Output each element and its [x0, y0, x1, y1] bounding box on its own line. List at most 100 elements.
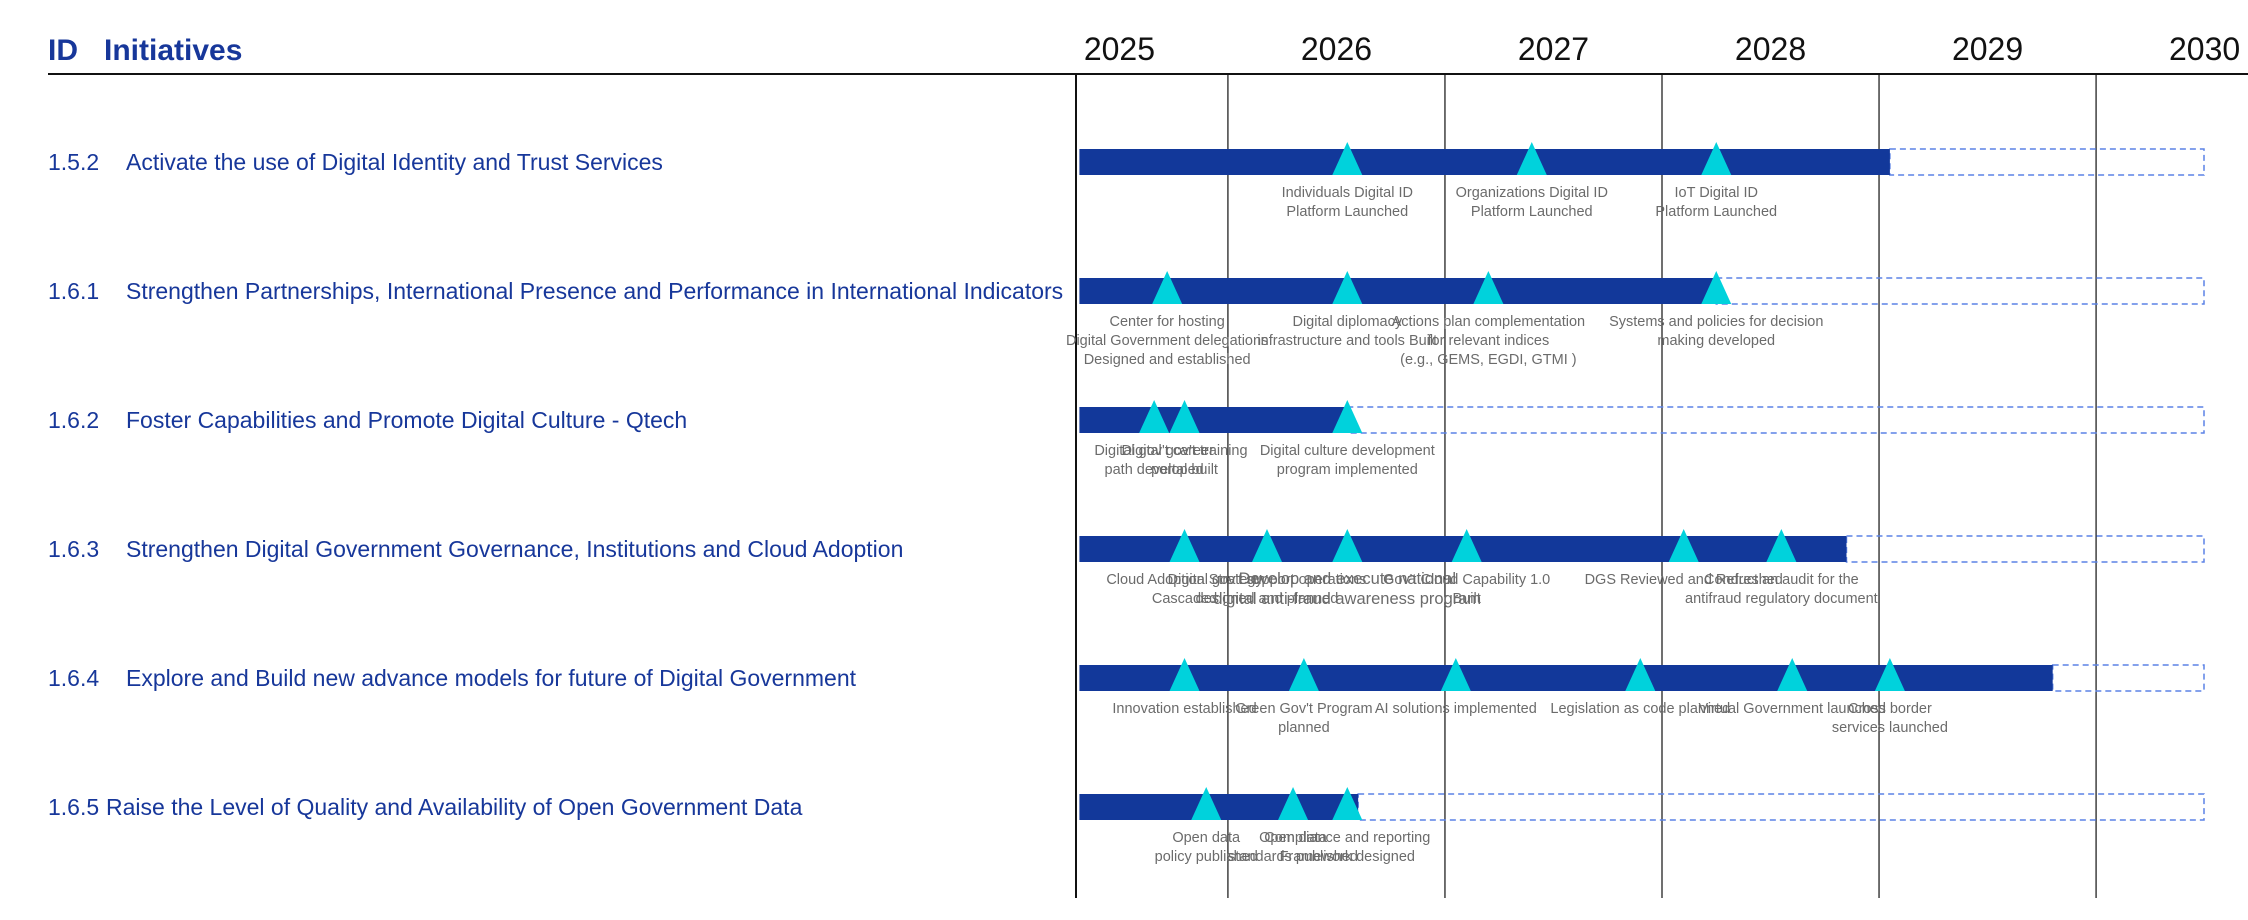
planned-bar [1845, 535, 2205, 563]
year-grid [1227, 74, 2097, 898]
milestone[interactable]: Gov't Cloud Capability 1.0 Built [1383, 529, 1550, 607]
milestone-triangle-icon[interactable] [1516, 142, 1547, 175]
milestone[interactable]: Digital gov't training portal built [1121, 400, 1248, 478]
milestone-label: Individuals Digital ID [1282, 185, 1413, 201]
milestone[interactable]: Open data standards published [1228, 787, 1358, 865]
milestone-label: antifraud regulatory document [1685, 591, 1878, 607]
milestone[interactable]: Innovation established [1112, 658, 1257, 717]
initiative-row: 1.6.4 Explore and Build new advance model… [48, 658, 2205, 736]
milestone-triangle-icon[interactable] [1169, 400, 1200, 433]
milestone-label: Innovation established [1112, 701, 1256, 717]
initiative-title[interactable]: Strengthen Digital Government Governance… [126, 536, 903, 562]
milestone-label: Platform Launched [1655, 204, 1777, 220]
milestone[interactable]: AI solutions implemented [1375, 658, 1537, 717]
initiative-title[interactable]: Explore and Build new advance models for… [126, 665, 857, 691]
milestone-triangle-icon[interactable] [1451, 529, 1482, 562]
milestone-triangle-icon[interactable] [1169, 529, 1200, 562]
milestone-label: Platform Launched [1471, 204, 1593, 220]
planned-bar [1715, 277, 2205, 305]
milestone-label: Green Gov't Program [1235, 701, 1372, 717]
milestone-label: policy published [1155, 849, 1258, 865]
milestone-label: Actions plan complementation [1392, 314, 1585, 330]
initiative-id: 1.6.2 [48, 407, 99, 433]
milestone-triangle-icon[interactable] [1278, 787, 1309, 820]
milestone-label: Cascaded [1152, 591, 1217, 607]
initiative-title[interactable]: Strengthen Partnerships, International P… [126, 278, 1063, 304]
milestone-triangle-icon[interactable] [1332, 271, 1363, 304]
year-labels: 2025 2026 2027 2028 2029 2030 [1084, 31, 2240, 67]
milestone-label: designed and planned [1196, 591, 1339, 607]
milestone[interactable]: Digital gov't career path developed [1094, 400, 1214, 478]
milestone[interactable]: IoT Digital ID Platform Launched [1655, 142, 1777, 220]
milestone[interactable]: Individuals Digital ID Platform Launched [1282, 142, 1413, 220]
milestone-label: Digital Government delegations [1066, 333, 1268, 349]
milestone-triangle-icon[interactable] [1191, 787, 1222, 820]
milestone[interactable]: Open data policy published [1155, 787, 1258, 865]
header-id: ID [48, 34, 78, 67]
milestone-label: Cross border [1848, 701, 1932, 717]
milestone[interactable]: Green Gov't Program planned [1235, 658, 1373, 736]
active-bar[interactable] [1079, 149, 1890, 175]
milestone-triangle-icon[interactable] [1473, 271, 1504, 304]
milestone-label: Designed and established [1084, 352, 1251, 368]
milestone-triangle-icon[interactable] [1152, 271, 1183, 304]
milestone[interactable]: Center for hosting Digital Government del… [1066, 271, 1268, 368]
milestone-triangle-icon[interactable] [1701, 142, 1732, 175]
milestone-label: Platform Launched [1286, 204, 1408, 220]
milestone-triangle-icon[interactable] [1668, 529, 1699, 562]
milestone-label: Digital diplomacy [1292, 314, 1402, 330]
milestone[interactable]: Digital culture development program imple… [1260, 400, 1435, 478]
milestone[interactable]: Actions plan complementation for relevant… [1392, 271, 1585, 368]
active-bar[interactable] [1079, 407, 1348, 433]
milestone-triangle-icon[interactable] [1777, 658, 1808, 691]
initiative-title[interactable]: Raise the Level of Quality and Availabil… [106, 794, 803, 820]
milestone[interactable]: Organizations Digital ID Platform Launche… [1456, 142, 1608, 220]
milestone-triangle-icon[interactable] [1288, 658, 1319, 691]
milestone[interactable]: DGS Reviewed and Refreshed [1585, 529, 1783, 588]
year-label: 2030 [2169, 31, 2240, 67]
milestone-triangle-icon[interactable] [1332, 529, 1363, 562]
year-label: 2026 [1301, 31, 1372, 67]
initiative-row: 1.6.2 Foster Capabilities and Promote Dig… [48, 400, 2205, 478]
milestone-triangle-icon[interactable] [1766, 529, 1797, 562]
planned-bar [1889, 148, 2205, 176]
initiative-title[interactable]: Activate the use of Digital Identity and… [126, 149, 663, 175]
milestone-label: IoT Digital ID [1674, 185, 1758, 201]
milestone[interactable]: Cross border services launched [1832, 658, 1948, 736]
milestone-triangle-icon[interactable] [1169, 658, 1200, 691]
milestone[interactable]: Develop and execute national digital anti… [1213, 529, 1481, 608]
planned-bar [1357, 793, 2205, 821]
milestone-triangle-icon[interactable] [1701, 271, 1732, 304]
year-label: 2025 [1084, 31, 1155, 67]
milestone-triangle-icon[interactable] [1440, 658, 1471, 691]
milestone[interactable]: Cloud Adoption Strategy Cascaded [1106, 529, 1263, 607]
milestone-triangle-icon[interactable] [1139, 400, 1170, 433]
milestone-label: Compliance and reporting [1264, 830, 1430, 846]
milestone-triangle-icon[interactable] [1332, 142, 1363, 175]
milestone-label: Legislation as code planned [1550, 701, 1730, 717]
milestone[interactable]: Virtual Government launched [1698, 658, 1886, 717]
milestone-label: Center for hosting [1110, 314, 1225, 330]
milestone[interactable]: Legislation as code planned [1550, 658, 1730, 717]
milestone[interactable]: Digital diplomacy infrastructure and tool… [1257, 271, 1437, 349]
milestone-label: Develop and execute national [1239, 570, 1456, 588]
initiative-id: 1.6.1 [48, 278, 99, 304]
active-bar[interactable] [1079, 665, 2053, 691]
milestone-triangle-icon[interactable] [1332, 400, 1363, 433]
milestone-triangle-icon[interactable] [1251, 529, 1282, 562]
active-bar[interactable] [1079, 278, 1717, 304]
initiative-title[interactable]: Foster Capabilities and Promote Digital … [126, 407, 687, 433]
milestone[interactable]: Conduct an audit for the antifraud regula… [1685, 529, 1878, 607]
milestone[interactable]: Digital gov't support operations designed… [1168, 529, 1367, 607]
planned-bar [1346, 406, 2205, 434]
milestone-triangle-icon[interactable] [1874, 658, 1905, 691]
milestone[interactable]: Systems and policies for decision making … [1609, 271, 1823, 349]
milestone-label: Cloud Adoption Strategy [1106, 572, 1263, 588]
milestone-triangle-icon[interactable] [1625, 658, 1656, 691]
milestone-triangle-icon[interactable] [1332, 787, 1363, 820]
year-label: 2027 [1518, 31, 1589, 67]
milestone[interactable]: Compliance and reporting Framework design… [1264, 787, 1430, 865]
initiative-id: 1.6.3 [48, 536, 99, 562]
milestone-label: Digital gov't career [1094, 443, 1214, 459]
initiative-id: 1.5.2 [48, 149, 99, 175]
